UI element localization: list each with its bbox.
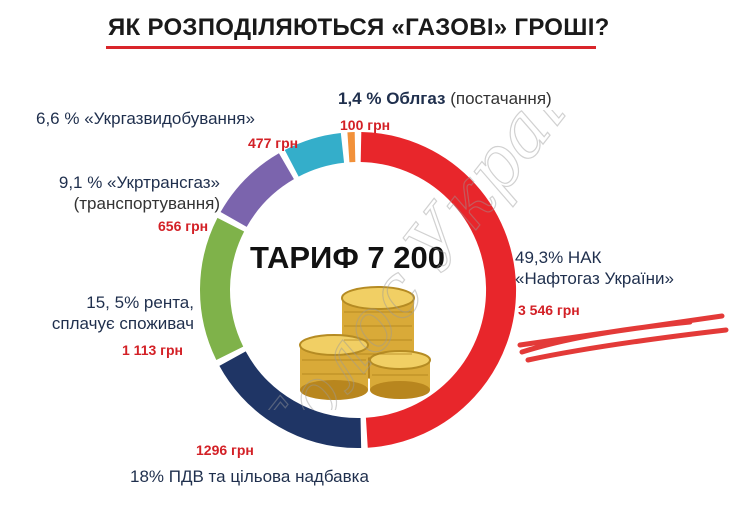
donut-segment-1 <box>219 351 362 448</box>
donut-segment-4 <box>284 132 345 177</box>
donut-segment-0 <box>360 132 517 448</box>
ukrtransgaz-amount: 656 грн <box>158 218 209 234</box>
oblgaz-label-bold: 1,4 % Облгаз <box>338 89 446 108</box>
naftogaz-label-line1: 49,3% НАК <box>515 248 602 267</box>
oblgaz-label: 1,4 % Облгаз (постачання) <box>338 88 552 109</box>
pdv-amount: 1296 грн <box>196 442 254 458</box>
renta-amount: 1 113 грн <box>122 342 183 358</box>
naftogaz-label: 49,3% НАК «Нафтогаз України» <box>515 247 674 289</box>
renta-label: 15, 5% рента, сплачує споживач <box>52 292 194 334</box>
scribble-stroke <box>517 313 729 363</box>
ukrgazvydobuvannia-label: 6,6 % «Укргазвидобування» <box>36 109 255 128</box>
title-underline <box>106 46 596 49</box>
naftogaz-label-line2: «Нафтогаз України» <box>515 269 674 288</box>
renta-label-line2: сплачує споживач <box>51 314 194 333</box>
naftogaz-amount: 3 546 грн <box>518 302 580 318</box>
tariff-total-label: ТАРИФ 7 200 <box>250 240 445 275</box>
ukrtransgaz-label: 9,1 % «Укртрансгаз» (транспортування) <box>59 172 220 214</box>
oblgaz-label-light: (постачання) <box>450 89 552 108</box>
donut-segment-2 <box>200 217 245 360</box>
pdv-label: 18% ПДВ та цільова надбавка <box>130 467 369 486</box>
ukrgazvydobuvannia-amount: 477 грн <box>248 135 299 151</box>
ukrtransgaz-label-line2: (транспортування) <box>73 194 220 213</box>
coins-icon <box>299 286 431 400</box>
page-title: ЯК РОЗПОДІЛЯЮТЬСЯ «ГАЗОВІ» ГРОШІ? <box>108 14 610 41</box>
oblgaz-amount: 100 грн <box>340 117 391 133</box>
donut-segment-3 <box>220 153 295 228</box>
ukrtransgaz-label-line1: 9,1 % «Укртрансгаз» <box>58 173 220 192</box>
renta-label-line1: 15, 5% рента, <box>86 293 194 312</box>
